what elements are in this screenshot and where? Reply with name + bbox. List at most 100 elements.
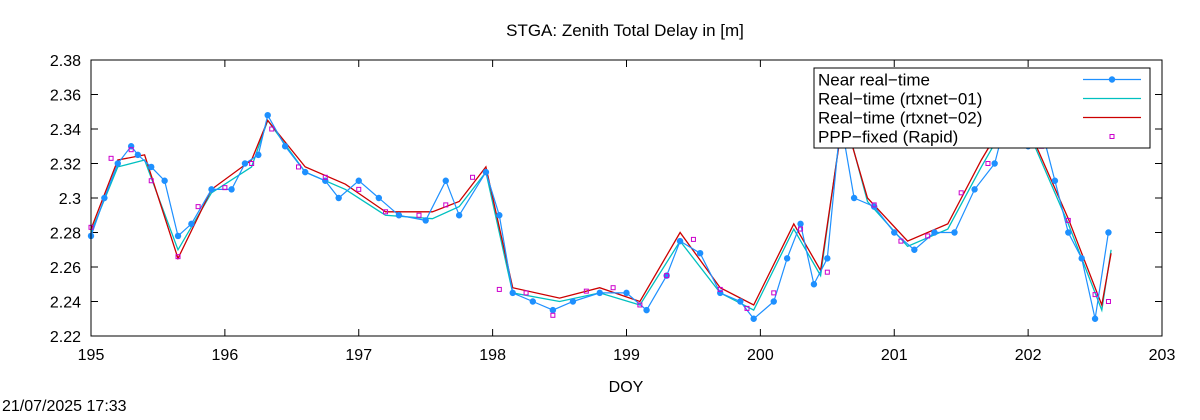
data-point <box>383 209 389 215</box>
data-point <box>161 177 168 184</box>
x-axis-label: DOY <box>609 379 644 396</box>
axis-ticks: 195 196 197 198 199 200 201 202 203 2.22 2.24 2.26 2… <box>50 53 1176 364</box>
data-point <box>891 229 898 236</box>
data-point <box>416 212 422 218</box>
data-point <box>951 229 958 236</box>
data-point <box>395 212 403 219</box>
x-tick-label: 201 <box>881 347 908 364</box>
y-tick-label: 2.38 <box>50 53 81 70</box>
data-point <box>985 161 991 166</box>
legend-swatch-point <box>1108 76 1116 83</box>
legend-swatch-point <box>1109 134 1115 139</box>
y-tick-label: 2.26 <box>50 260 81 277</box>
x-tick-label: 196 <box>212 347 239 364</box>
data-point <box>222 185 228 191</box>
y-tick-label: 2.32 <box>50 157 81 174</box>
data-point <box>296 164 302 170</box>
legend-entry-label: Real−time (rtxnet−02) <box>818 109 982 128</box>
legend-entry-label: Near real−time <box>818 71 930 90</box>
data-point <box>174 232 182 240</box>
data-point <box>148 163 155 171</box>
data-point <box>509 289 516 297</box>
data-point <box>871 202 877 208</box>
data-point <box>249 161 255 166</box>
data-point <box>1092 292 1098 298</box>
x-tick-label: 198 <box>479 347 506 364</box>
data-point <box>355 177 362 184</box>
data-point <box>335 194 342 202</box>
zenith-delay-chart: STGA: Zenith Total Delay in [m] 195 196 19… <box>50 21 1176 396</box>
data-point <box>101 194 108 202</box>
x-tick-label: 199 <box>613 347 640 364</box>
data-point <box>529 298 536 305</box>
data-point <box>241 160 249 167</box>
y-tick-label: 2.36 <box>50 88 81 105</box>
x-tick-label: 195 <box>78 347 105 364</box>
data-point <box>1051 177 1059 184</box>
y-tick-label: 2.34 <box>50 122 81 139</box>
data-point <box>549 306 557 314</box>
data-point <box>911 246 918 253</box>
data-point <box>134 151 142 159</box>
series-line-1 <box>90 111 1112 313</box>
data-point <box>264 112 271 119</box>
data-point <box>925 233 931 239</box>
data-point <box>569 298 577 305</box>
data-point <box>195 204 201 210</box>
data-point <box>482 168 490 176</box>
x-tick-label: 197 <box>345 347 372 364</box>
y-tick-label: 2.3 <box>59 191 81 208</box>
data-point <box>128 147 134 153</box>
data-point <box>623 289 630 297</box>
data-point <box>422 217 429 224</box>
data-point <box>783 255 791 262</box>
y-tick-label: 2.22 <box>50 329 81 346</box>
data-point <box>798 226 804 232</box>
data-point <box>188 220 195 228</box>
data-point <box>108 155 114 161</box>
y-tick-label: 2.24 <box>50 295 81 312</box>
timestamp: 21/07/2025 17:33 <box>2 398 127 415</box>
chart-title: STGA: Zenith Total Delay in [m] <box>506 21 744 40</box>
data-point <box>375 194 383 202</box>
data-point <box>770 298 777 305</box>
data-point <box>824 269 830 275</box>
data-point <box>455 212 463 219</box>
data-point <box>148 178 154 184</box>
data-point <box>797 220 804 228</box>
data-point <box>1105 299 1111 304</box>
data-point <box>824 255 831 262</box>
series-layer <box>87 108 1112 322</box>
data-point <box>717 286 723 292</box>
data-point <box>208 186 215 193</box>
data-point <box>643 306 650 314</box>
data-point <box>931 229 938 236</box>
data-point <box>737 298 744 305</box>
data-point <box>496 286 502 292</box>
x-tick-label: 203 <box>1149 347 1176 364</box>
plot-frame <box>90 59 1163 337</box>
data-point <box>1078 255 1085 262</box>
data-point <box>583 288 589 294</box>
data-point <box>1065 217 1071 223</box>
data-point <box>771 290 777 296</box>
x-tick-label: 202 <box>1015 347 1042 364</box>
data-point <box>470 174 476 180</box>
data-point <box>750 315 757 322</box>
data-point <box>269 126 275 132</box>
data-point <box>850 194 858 202</box>
data-point <box>550 312 556 318</box>
data-point <box>114 160 121 167</box>
legend-entry-label: PPP−fixed (Rapid) <box>818 128 958 147</box>
data-point <box>443 202 449 208</box>
data-point <box>228 186 235 193</box>
data-point <box>991 160 998 167</box>
data-point <box>971 186 978 193</box>
data-point <box>175 254 181 260</box>
data-point <box>1105 229 1112 236</box>
data-point <box>637 302 643 308</box>
data-point <box>496 212 503 219</box>
data-point <box>958 190 964 196</box>
data-point <box>696 250 704 257</box>
data-point <box>744 305 750 311</box>
